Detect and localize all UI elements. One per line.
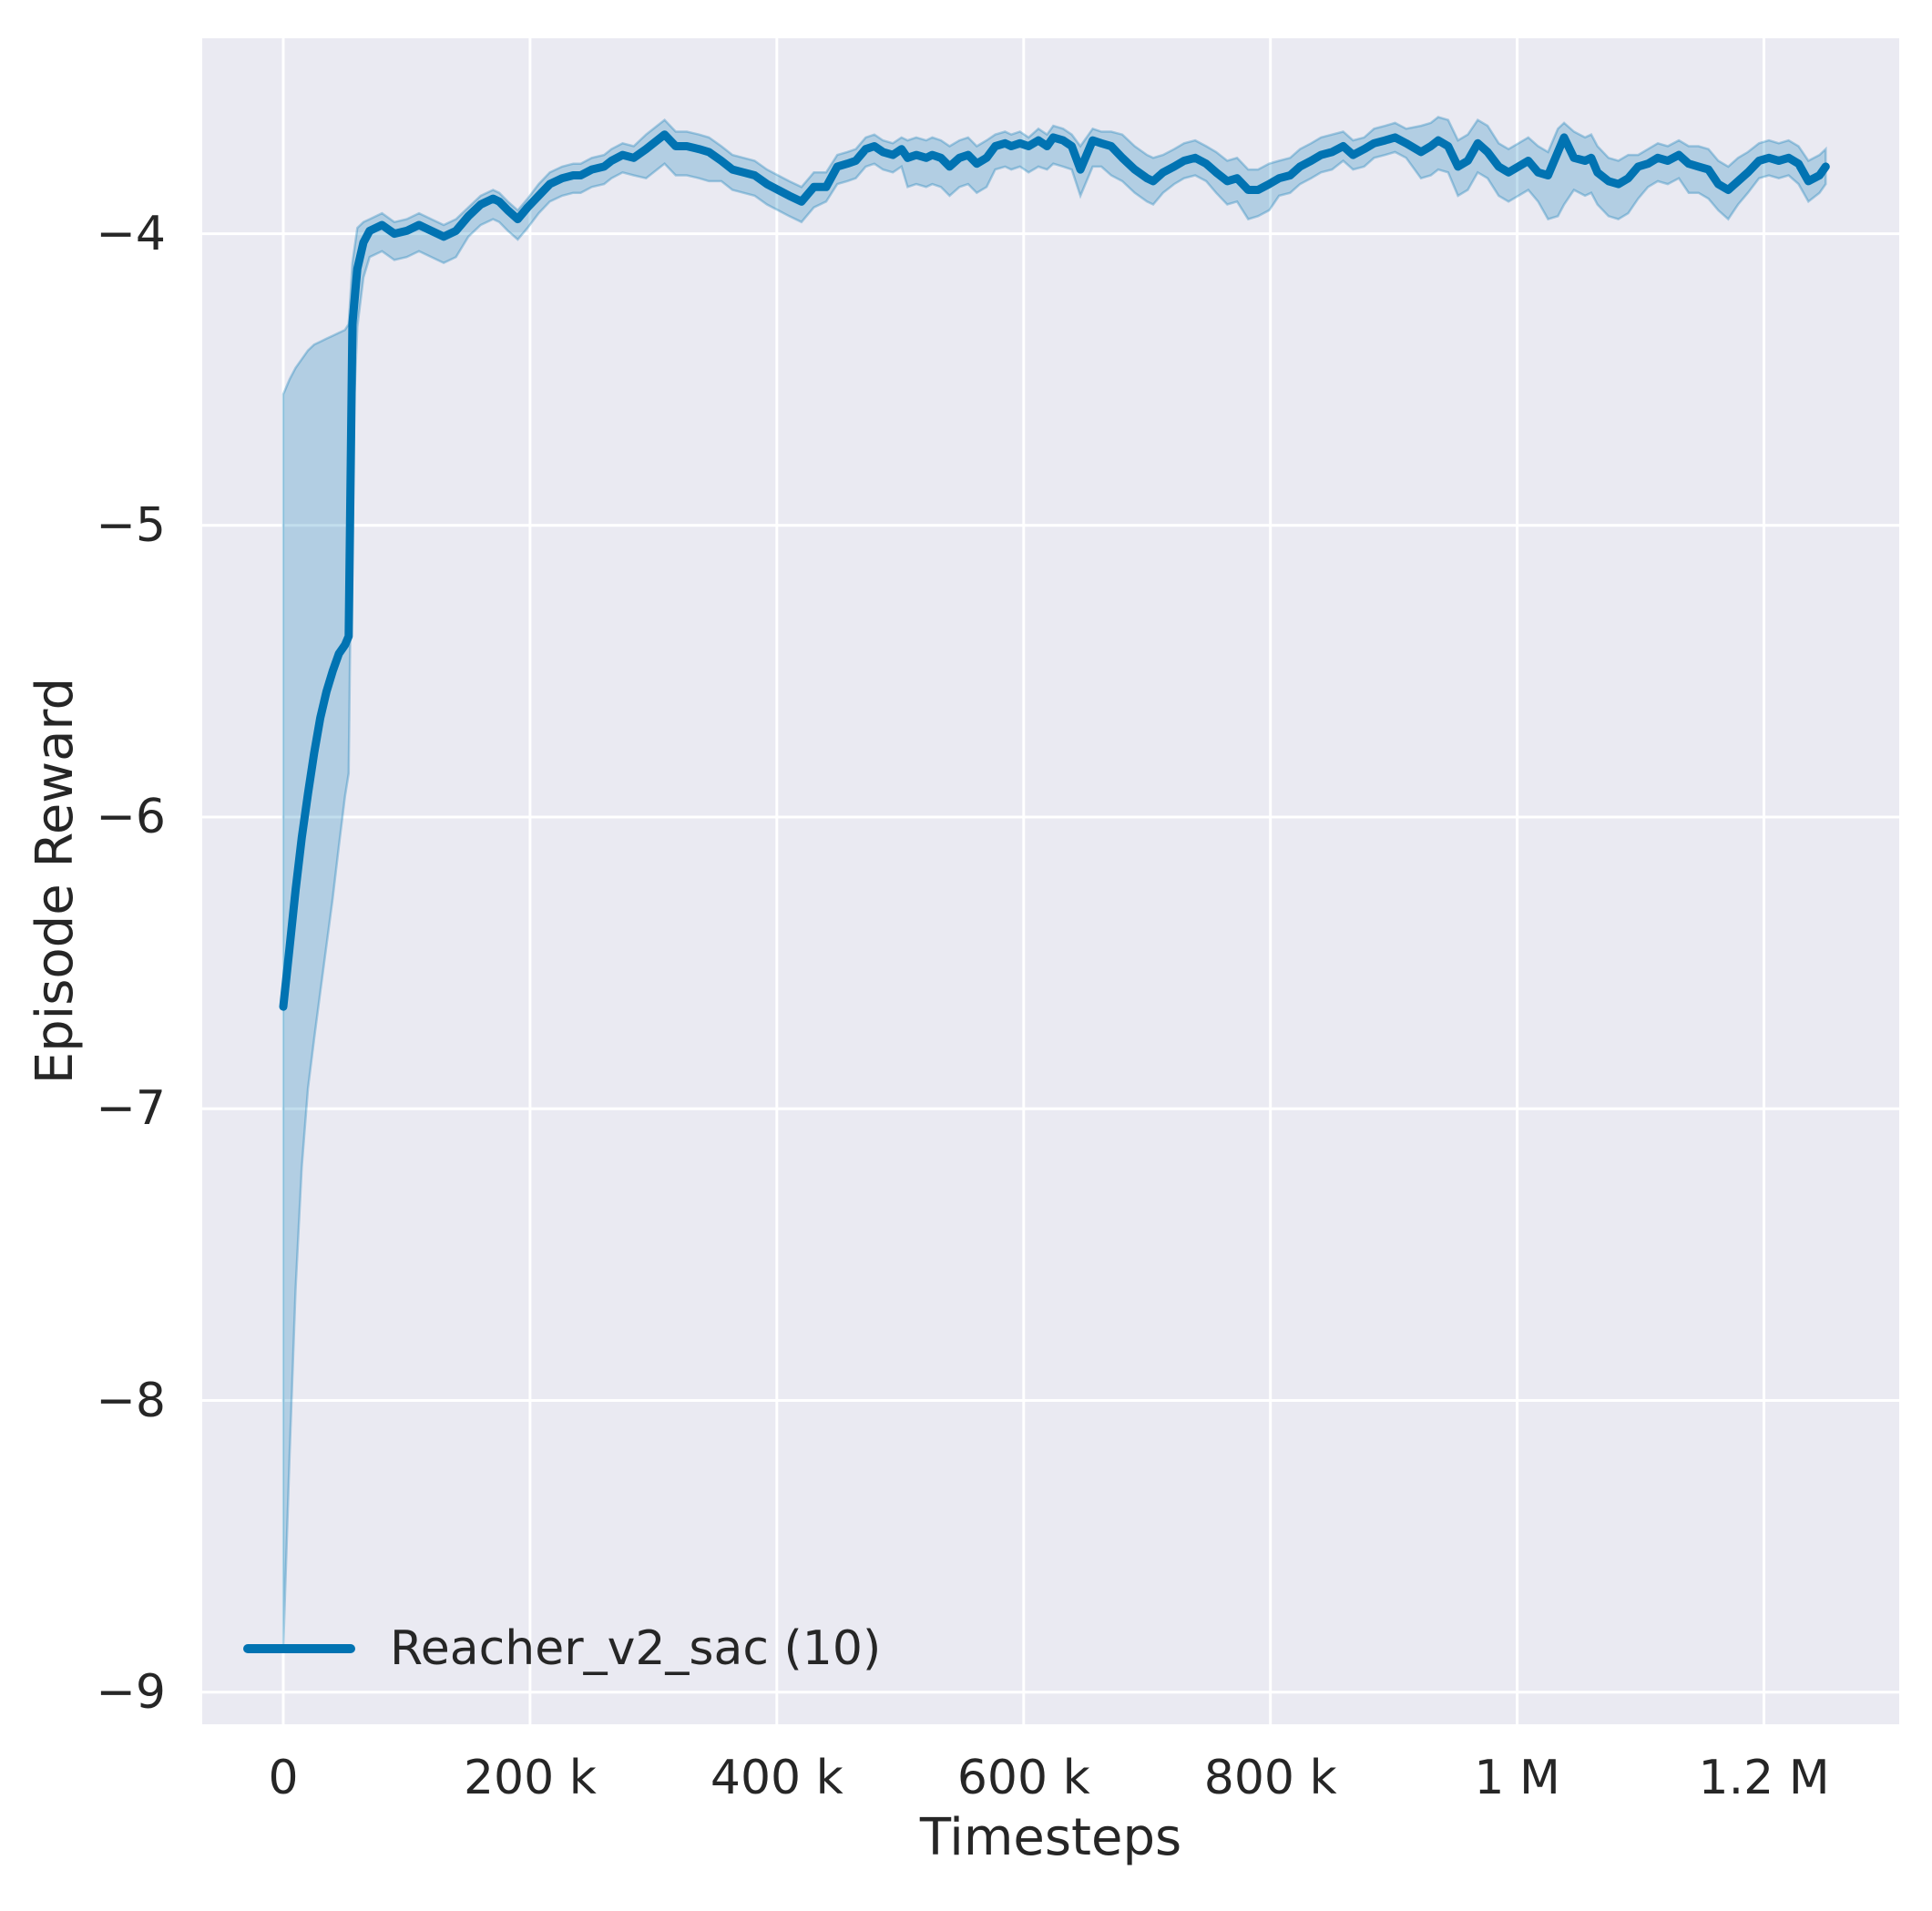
- y-tick-label: −5: [96, 497, 166, 553]
- y-tick-label: −4: [96, 206, 166, 261]
- x-tick-label: 200 k: [463, 1751, 597, 1805]
- x-tick-label: 1 M: [1474, 1751, 1560, 1805]
- mean-line: [279, 130, 1830, 1011]
- x-tick-label: 1.2 M: [1698, 1751, 1830, 1805]
- y-tick-label: −9: [96, 1664, 166, 1720]
- y-tick-label: −7: [96, 1081, 166, 1137]
- x-tick-label: 0: [268, 1751, 299, 1805]
- x-tick-label: 800 k: [1203, 1751, 1337, 1805]
- y-tick-label: −6: [96, 790, 166, 845]
- y-axis-label: Episode Reward: [25, 678, 85, 1085]
- plot-area: [202, 38, 1899, 1724]
- y-tick-label: −8: [96, 1373, 166, 1428]
- x-axis-label: Timesteps: [919, 1808, 1182, 1867]
- confidence-band: [281, 116, 1827, 1649]
- gridlines: [202, 38, 1899, 1724]
- legend: Reacher_v2_sac (10): [243, 1614, 881, 1683]
- x-tick-label: 600 k: [956, 1751, 1090, 1805]
- legend-label: Reacher_v2_sac (10): [390, 1621, 882, 1676]
- legend-line-swatch: [243, 1644, 355, 1653]
- x-tick-label: 400 k: [710, 1751, 843, 1805]
- y-axis-label-wrap: Episode Reward: [24, 38, 86, 1724]
